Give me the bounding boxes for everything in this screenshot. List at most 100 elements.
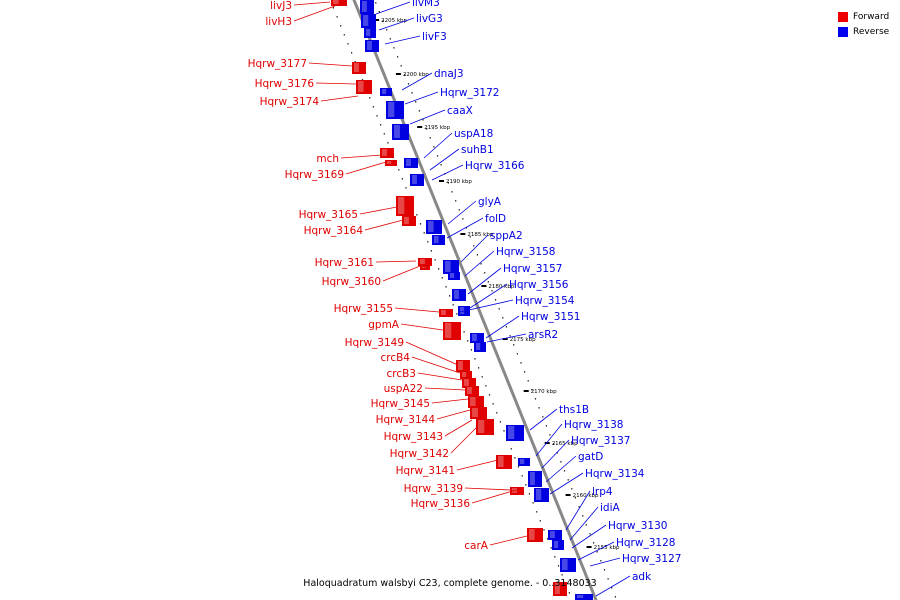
leader-Hqrw_3156: [469, 283, 508, 309]
guide-dot: [452, 304, 454, 306]
forward-gene-block-shine: [462, 372, 467, 377]
leader-sppA2: [460, 234, 489, 263]
guide-dot: [361, 79, 364, 81]
reverse-gene-block-body: [410, 174, 424, 186]
gene-label-Hqrw_3141: Hqrw_3141: [396, 465, 455, 477]
forward-gene-block-shine: [382, 149, 387, 156]
reverse-gene-block-body: [365, 40, 379, 52]
guide-dot: [398, 169, 400, 171]
guide-dot: [375, 2, 377, 4]
forward-gene-block-body: [396, 196, 414, 216]
guide-dot: [354, 61, 356, 63]
guide-dot: [469, 236, 471, 238]
forward-gene-block-shine: [354, 63, 359, 72]
forward-gene-block-shine: [358, 81, 364, 92]
guide-dot: [505, 326, 508, 328]
reverse-gene-block: [426, 220, 442, 234]
reverse-gene-block-body: [470, 333, 484, 343]
forward-gene-block-body: [443, 322, 461, 340]
gene-label-Hqrw_3136: Hqrw_3136: [411, 498, 471, 510]
forward-gene-block: [456, 360, 470, 372]
guide-dot: [380, 124, 382, 126]
tick-label: 2170 kbp: [531, 389, 557, 395]
reverse-gene-block-body: [432, 235, 445, 245]
reverse-gene-block-body: [452, 289, 466, 301]
legend-reverse: Reverse: [838, 24, 889, 39]
forward-gene-block-body: [420, 266, 430, 270]
reverse-gene-block: [448, 272, 460, 280]
reverse-gene-block-shine: [476, 343, 481, 350]
forward-gene-block: [476, 419, 494, 435]
forward-gene-block-shine: [398, 197, 405, 214]
guide-dot: [543, 529, 545, 531]
leader-mch: [340, 154, 383, 159]
label-leaders: [293, 1, 631, 597]
guide-dot: [485, 385, 487, 387]
guide-dot: [498, 308, 500, 310]
reverse-gene-block-shine: [472, 334, 477, 341]
guide-dot: [561, 574, 563, 576]
reverse-gene-block-shine: [363, 15, 369, 26]
forward-gene-block-body: [352, 62, 366, 74]
gene-label-caaX: caaX: [447, 105, 473, 117]
guide-dot: [351, 52, 353, 54]
leader-uspA22: [424, 387, 466, 391]
reverse-gene-block-shine: [508, 426, 515, 439]
guide-dot: [524, 371, 526, 373]
forward-gene-block: [465, 386, 479, 396]
reverse-gene-block: [560, 558, 576, 572]
guide-dot: [557, 565, 560, 567]
guide-dot: [418, 110, 420, 112]
leader-livJ3: [293, 1, 331, 6]
leader-suhB1: [429, 148, 460, 171]
guide-dot: [574, 497, 576, 499]
leader-Hqrw_3151: [485, 315, 520, 339]
gene-label-arsR2: arsR2: [528, 329, 558, 341]
forward-gene-block: [420, 266, 430, 270]
gene-label-carA: carA: [464, 540, 489, 552]
reverse-gene-block: [404, 158, 418, 168]
forward-gene-block-body: [496, 455, 512, 469]
guide-dot: [404, 74, 406, 76]
guide-dot: [571, 488, 573, 490]
guide-dot: [550, 547, 552, 549]
forward-gene-block: [553, 582, 567, 596]
guide-dot: [596, 551, 598, 553]
leader-Hqrw_3176: [315, 82, 357, 85]
reverse-gene-block: [552, 540, 564, 550]
leader-crcB3: [417, 372, 463, 381]
gene-label-Hqrw_3177: Hqrw_3177: [248, 58, 307, 70]
guide-dot: [568, 592, 570, 594]
forward-gene-block-shine: [333, 0, 339, 4]
tick-mark: [481, 285, 487, 287]
guide-dot: [455, 200, 457, 202]
gene-label-adk: adk: [632, 571, 652, 583]
gene-label-Hqrw_3155: Hqrw_3155: [334, 303, 393, 315]
forward-gene-block: [443, 322, 461, 340]
leader-Hqrw_3164: [364, 219, 404, 231]
gene-label-Hqrw_3149: Hqrw_3149: [345, 337, 404, 349]
guide-dot: [386, 29, 388, 31]
guide-dot: [611, 587, 613, 589]
guide-dot: [332, 7, 334, 9]
gene-label-Hqrw_3139: Hqrw_3139: [404, 483, 463, 495]
leader-Hqrw_3143: [444, 419, 473, 437]
gene-label-Hqrw_3172: Hqrw_3172: [440, 87, 499, 99]
guide-dot: [440, 164, 442, 166]
gene-label-folD: folD: [485, 213, 506, 225]
legend-forward-label: Forward: [853, 11, 890, 22]
guide-dot: [539, 520, 541, 522]
forward-gene-block-shine: [472, 408, 478, 417]
gene-label-gpmA: gpmA: [368, 319, 400, 331]
leader-Hqrw_3161: [375, 260, 417, 263]
guide-dot: [473, 245, 475, 247]
reverse-gene-block-body: [364, 28, 376, 38]
guide-dot: [582, 515, 584, 517]
forward-gene-block-body: [385, 160, 397, 166]
tick-mark: [544, 442, 550, 444]
tick-mark: [417, 126, 423, 128]
guide-dot: [340, 25, 342, 27]
guide-dot: [534, 398, 537, 400]
reverse-gene-block: [392, 124, 409, 140]
